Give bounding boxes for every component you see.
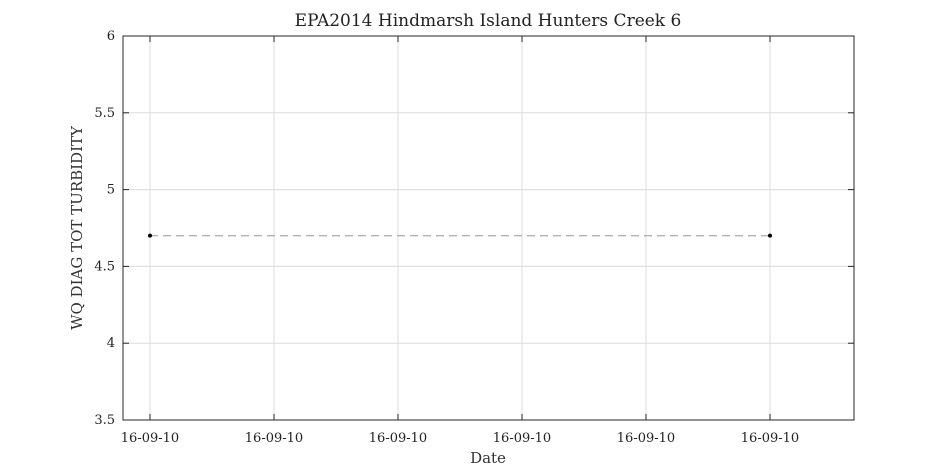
- y-axis-label: WQ DIAG TOT TURBIDITY: [68, 125, 86, 330]
- x-tick-label: 16-09-10: [369, 431, 427, 446]
- x-axis-label: Date: [470, 449, 506, 467]
- y-tick-label: 5: [107, 183, 115, 198]
- x-tick-label: 16-09-10: [493, 431, 551, 446]
- x-tick-label: 16-09-10: [617, 431, 675, 446]
- data-point: [148, 233, 152, 238]
- data-layer: [148, 233, 772, 238]
- y-tick-label: 4: [107, 336, 115, 351]
- data-point: [768, 233, 772, 238]
- y-tick-label: 4.5: [94, 259, 115, 274]
- tick-layer: 16-09-10 16-09-10 16-09-10 16-09-10 16-09-10…: [94, 29, 854, 446]
- x-tick-label: 16-09-10: [741, 431, 799, 446]
- x-tick-label: 16-09-10: [121, 431, 179, 446]
- chart-title: EPA2014 Hindmarsh Island Hunters Creek 6: [295, 11, 682, 31]
- y-tick-label: 5.5: [94, 106, 115, 121]
- grid-layer: [123, 35, 854, 421]
- y-tick-label: 6: [107, 29, 115, 44]
- plot-frame: [122, 35, 855, 421]
- x-tick-label: 16-09-10: [245, 431, 303, 446]
- y-tick-label: 3.5: [94, 413, 115, 428]
